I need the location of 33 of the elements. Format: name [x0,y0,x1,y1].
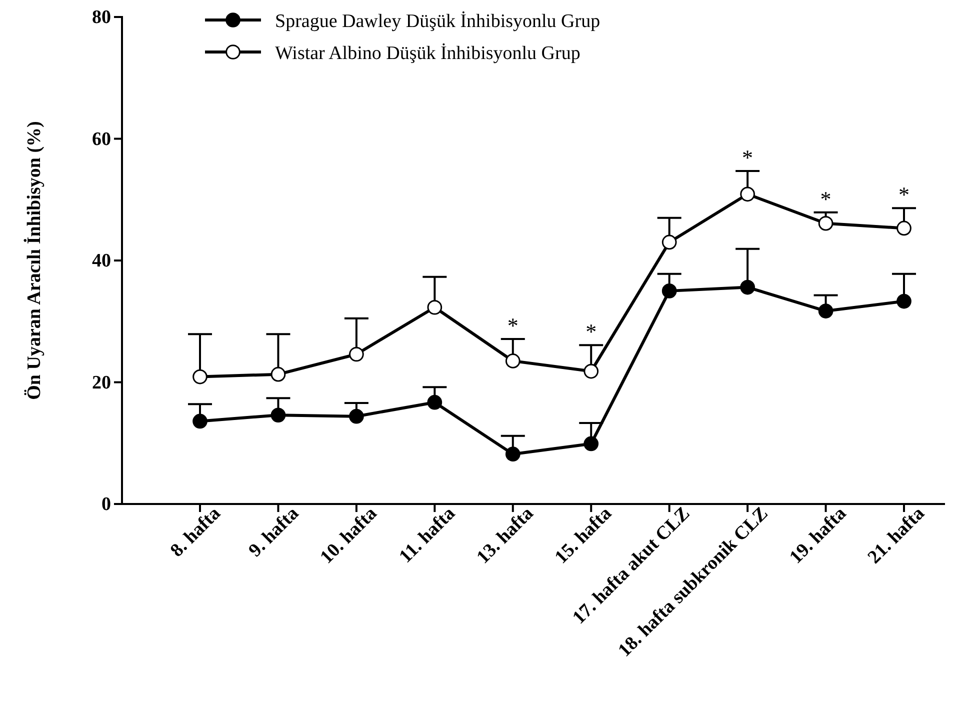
annotation: * [742,145,754,170]
y-tick-label: 20 [92,372,111,394]
annotation: * [898,182,910,208]
point [505,446,520,462]
point [662,284,677,298]
y-tick-label: 80 [92,7,111,28]
annotation: * [586,319,597,344]
point [584,436,599,452]
point [505,354,520,368]
point [192,369,208,384]
point [270,408,286,423]
point [818,304,834,318]
y-axis-title: Ön Uyaran Aracılı İnhibisyon (%) [23,121,45,400]
annotation: * [820,186,832,212]
point [427,394,442,410]
point [818,216,834,231]
point [896,294,912,309]
point [662,234,677,250]
y-tick-label: 60 [92,128,111,150]
point [349,408,364,424]
point [896,220,912,236]
point [270,366,286,382]
legend-label: Wistar Albino Düşük İnhibisyonlu Grup [275,43,580,64]
point [349,346,364,362]
legend-label: Sprague Dawley Düşük İnhibisyonlu Grup [275,11,600,32]
y-tick-label: 40 [92,250,111,272]
point [427,300,442,315]
y-tick-label: 0 [102,494,111,516]
annotation: * [507,313,518,338]
point [740,280,755,295]
point [740,186,755,202]
point [584,364,599,379]
point [192,414,208,429]
